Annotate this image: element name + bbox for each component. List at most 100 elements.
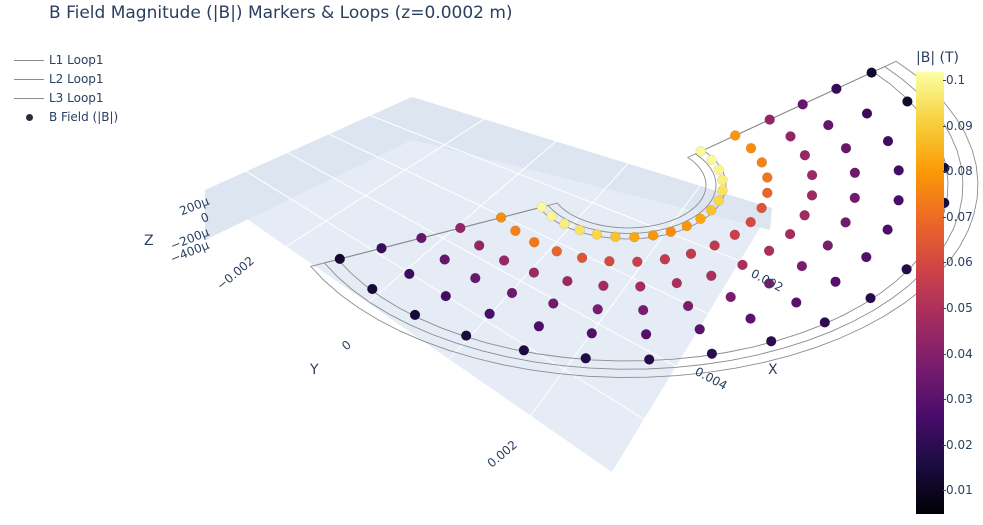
b-field-marker[interactable]	[764, 114, 775, 125]
b-field-marker[interactable]	[785, 131, 796, 142]
b-field-marker[interactable]	[849, 192, 861, 204]
b-field-marker[interactable]	[791, 297, 802, 308]
b-field-marker[interactable]	[695, 146, 707, 157]
b-field-marker[interactable]	[745, 216, 756, 228]
b-field-marker[interactable]	[671, 277, 683, 289]
b-field-marker[interactable]	[682, 300, 694, 312]
b-field-marker[interactable]	[729, 130, 741, 141]
b-field-marker[interactable]	[849, 167, 861, 179]
b-field-marker[interactable]	[902, 96, 913, 107]
b-field-marker[interactable]	[685, 248, 697, 260]
b-field-marker[interactable]	[762, 187, 773, 199]
b-field-marker[interactable]	[416, 232, 427, 244]
b-field-marker[interactable]	[830, 276, 841, 287]
b-field-marker[interactable]	[632, 256, 643, 268]
b-field-marker[interactable]	[709, 240, 720, 251]
b-field-marker[interactable]	[439, 254, 450, 265]
b-field-marker[interactable]	[470, 272, 481, 284]
b-field-marker[interactable]	[659, 254, 671, 265]
b-field-marker[interactable]	[901, 264, 912, 275]
b-field-marker[interactable]	[637, 304, 649, 316]
b-field-marker[interactable]	[819, 317, 831, 328]
b-field-marker[interactable]	[440, 290, 452, 302]
b-field-marker[interactable]	[528, 267, 540, 278]
b-field-marker[interactable]	[756, 157, 768, 168]
b-field-marker[interactable]	[866, 67, 877, 78]
b-field-marker[interactable]	[784, 228, 796, 240]
b-field-marker[interactable]	[840, 217, 851, 228]
legend-item-l2[interactable]: L2 Loop1	[12, 69, 118, 88]
b-field-marker[interactable]	[717, 185, 728, 196]
b-field-marker[interactable]	[762, 172, 773, 183]
b-field-marker[interactable]	[498, 255, 510, 266]
b-field-marker[interactable]	[580, 353, 591, 364]
b-field-marker[interactable]	[745, 142, 757, 154]
b-field-marker[interactable]	[643, 354, 655, 365]
b-field-marker[interactable]	[460, 330, 472, 341]
b-field-marker[interactable]	[548, 298, 559, 309]
b-field-marker[interactable]	[737, 259, 748, 271]
b-field-marker[interactable]	[592, 304, 603, 315]
b-field-marker[interactable]	[763, 278, 775, 289]
b-field-marker[interactable]	[376, 242, 387, 254]
b-field-marker[interactable]	[546, 210, 557, 222]
b-field-marker[interactable]	[763, 245, 775, 257]
b-field-marker[interactable]	[706, 154, 717, 166]
b-field-marker[interactable]	[806, 169, 818, 181]
legend-item-l1[interactable]: L1 Loop1	[12, 50, 118, 69]
b-field-marker[interactable]	[559, 218, 570, 230]
b-field-marker[interactable]	[806, 190, 818, 201]
b-field-marker[interactable]	[640, 329, 652, 340]
b-field-marker[interactable]	[334, 253, 346, 265]
b-field-marker[interactable]	[647, 230, 659, 241]
b-field-marker[interactable]	[865, 292, 876, 304]
b-field-marker[interactable]	[765, 335, 777, 347]
b-field-marker[interactable]	[629, 231, 640, 243]
b-field-marker[interactable]	[574, 224, 585, 236]
b-field-marker[interactable]	[706, 270, 717, 282]
b-field-marker[interactable]	[882, 135, 894, 147]
b-field-marker[interactable]	[799, 149, 811, 161]
b-field-marker[interactable]	[518, 345, 530, 356]
b-field-marker[interactable]	[797, 99, 808, 110]
b-field-marker[interactable]	[506, 287, 518, 299]
b-field-marker[interactable]	[367, 283, 378, 295]
b-field-marker[interactable]	[695, 213, 706, 225]
b-field-marker[interactable]	[823, 119, 834, 131]
legend-item-bfield[interactable]: B Field (|B|)	[12, 107, 118, 126]
b-field-marker[interactable]	[510, 225, 521, 237]
b-field-marker[interactable]	[598, 280, 609, 292]
b-field-marker[interactable]	[604, 256, 615, 267]
b-field-marker[interactable]	[681, 220, 693, 232]
b-field-marker[interactable]	[533, 321, 545, 332]
b-field-marker[interactable]	[713, 164, 725, 175]
legend-item-l3[interactable]: L3 Loop1	[12, 88, 118, 107]
b-field-marker[interactable]	[756, 202, 767, 214]
b-field-marker[interactable]	[694, 324, 705, 335]
b-field-marker[interactable]	[473, 240, 485, 251]
legend[interactable]: L1 Loop1 L2 Loop1 L3 Loop1 B Field (|B|)	[12, 50, 118, 126]
b-field-marker[interactable]	[713, 195, 724, 206]
b-field-marker[interactable]	[610, 231, 621, 243]
b-field-marker[interactable]	[455, 222, 466, 234]
b-field-marker[interactable]	[635, 281, 646, 292]
b-field-marker[interactable]	[799, 210, 810, 221]
b-field-marker[interactable]	[528, 236, 540, 248]
b-field-marker[interactable]	[882, 224, 893, 235]
b-field-marker[interactable]	[591, 229, 603, 240]
b-field-marker[interactable]	[409, 309, 421, 321]
b-field-marker[interactable]	[861, 108, 873, 119]
b-field-markers[interactable]	[334, 67, 950, 365]
b-field-marker[interactable]	[729, 229, 741, 241]
b-field-marker[interactable]	[576, 252, 588, 264]
b-field-marker[interactable]	[484, 308, 495, 320]
b-field-marker[interactable]	[665, 226, 677, 237]
b-field-marker[interactable]	[705, 204, 717, 216]
b-field-marker[interactable]	[551, 246, 563, 257]
b-field-marker[interactable]	[893, 165, 904, 176]
b-field-marker[interactable]	[404, 268, 415, 280]
b-field-marker[interactable]	[725, 291, 736, 303]
b-field-marker[interactable]	[861, 251, 872, 263]
b-field-marker[interactable]	[831, 83, 842, 95]
